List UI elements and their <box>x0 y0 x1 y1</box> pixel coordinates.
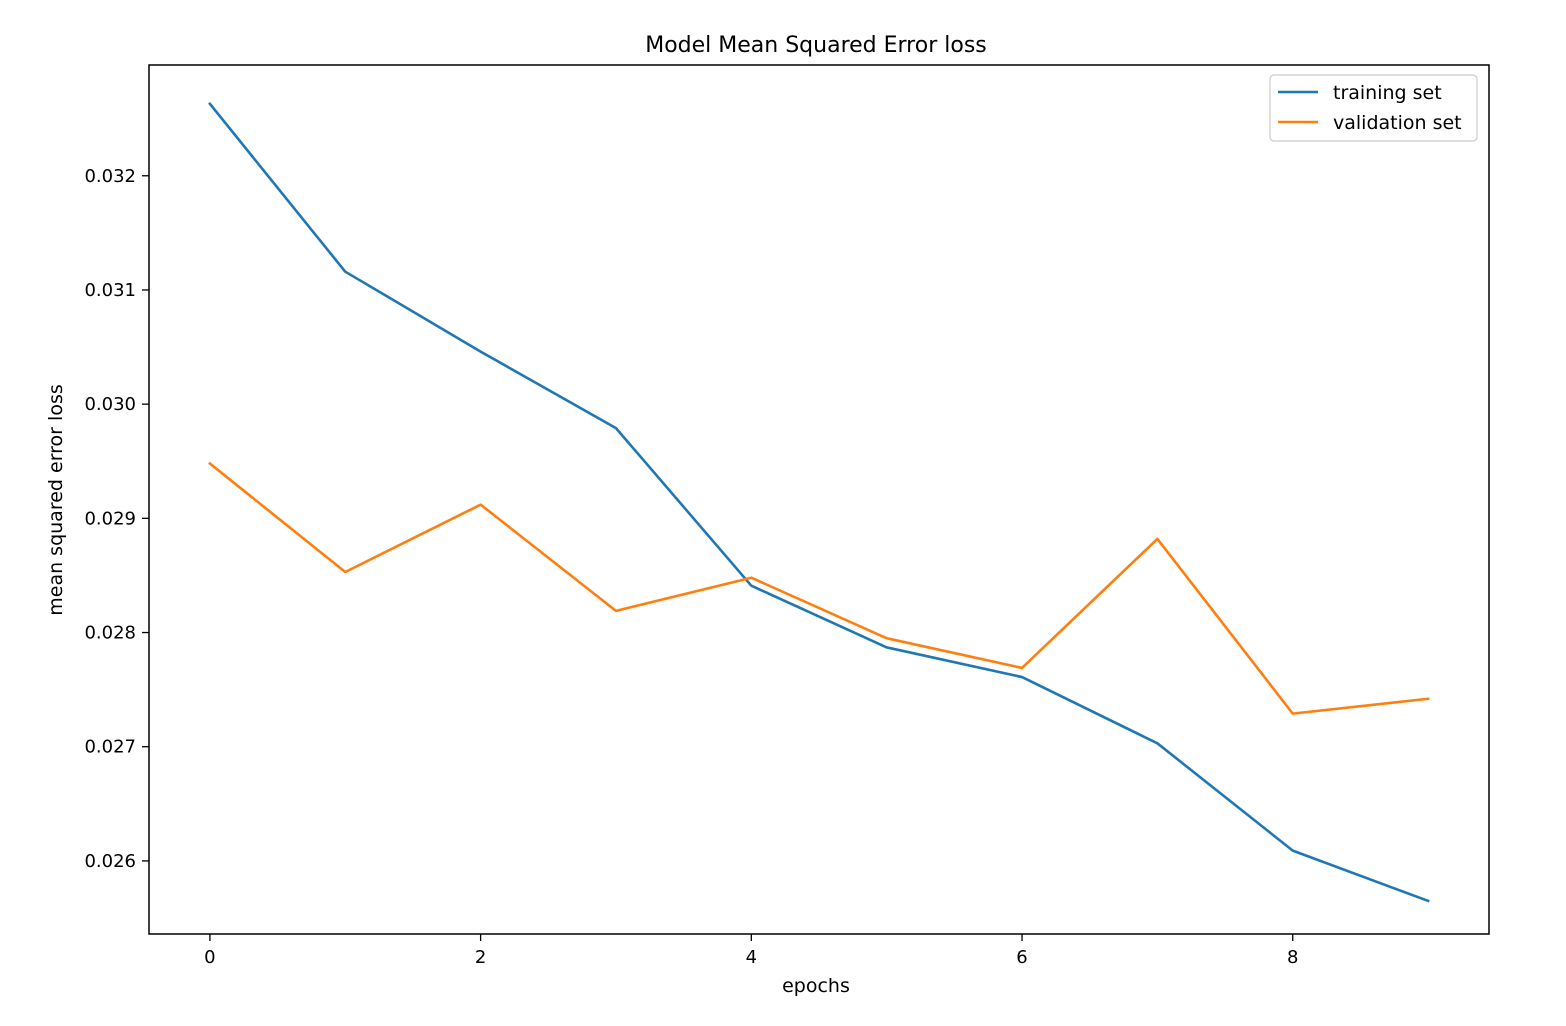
y-tick-label: 0.028 <box>84 623 136 644</box>
legend-label: training set <box>1333 82 1442 104</box>
x-tick-label: 8 <box>1287 947 1298 968</box>
x-tick-label: 0 <box>204 947 215 968</box>
y-axis-label: mean squared error loss <box>45 384 67 616</box>
y-tick-label: 0.030 <box>84 394 136 415</box>
y-tick-label: 0.026 <box>84 851 136 872</box>
legend: training set validation set <box>1269 74 1478 142</box>
x-tick-label: 2 <box>475 947 486 968</box>
y-tick-label: 0.027 <box>84 737 136 758</box>
chart-title: Model Mean Squared Error loss <box>645 33 987 58</box>
series-line-validation <box>208 461 1430 715</box>
axis-ticks: 0 2 4 6 8 0.026 0.027 0.028 0.029 0.030 0.031 0.032 <box>84 166 1298 968</box>
plot-area-frame <box>148 64 1490 935</box>
series-lines <box>208 102 1430 903</box>
x-tick-label: 6 <box>1016 947 1027 968</box>
legend-box <box>1269 74 1478 142</box>
y-tick-label: 0.029 <box>84 508 136 529</box>
legend-label: validation set <box>1333 112 1462 134</box>
x-tick-label: 4 <box>746 947 757 968</box>
series-line-training <box>208 102 1430 903</box>
y-tick-label: 0.031 <box>84 280 136 301</box>
x-axis-label: epochs <box>782 975 850 997</box>
y-tick-label: 0.032 <box>84 166 136 187</box>
